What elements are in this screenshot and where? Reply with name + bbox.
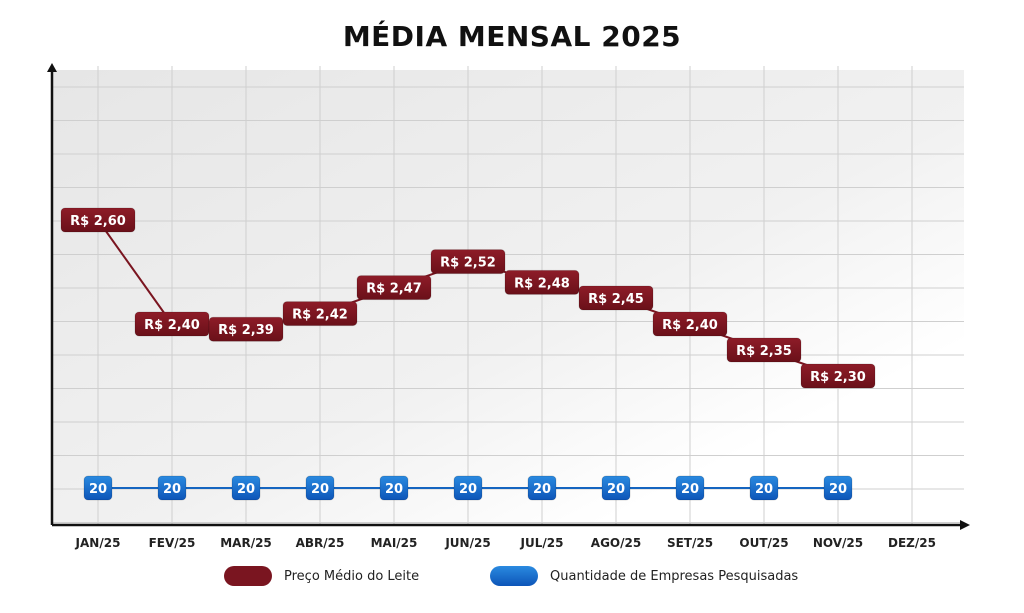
companies-data-label: 20 bbox=[237, 482, 255, 497]
price-label-box bbox=[430, 249, 506, 275]
price-point: R$ 2,45 bbox=[578, 285, 654, 311]
companies-point: 20 bbox=[157, 475, 187, 501]
companies-data-label: 20 bbox=[163, 482, 181, 497]
x-tick-label: SET/25 bbox=[667, 536, 713, 550]
price-label-box bbox=[356, 275, 432, 301]
price-label-box bbox=[60, 207, 136, 233]
price-point: R$ 2,39 bbox=[208, 316, 284, 342]
companies-point: 20 bbox=[231, 475, 261, 501]
price-label-box bbox=[282, 301, 358, 327]
legend-swatch-companies bbox=[490, 566, 538, 586]
companies-data-label: 20 bbox=[755, 482, 773, 497]
x-axis-arrow bbox=[960, 520, 970, 530]
companies-label-box bbox=[305, 475, 335, 501]
x-tick-label: OUT/25 bbox=[739, 536, 788, 550]
companies-data-label: 20 bbox=[311, 482, 329, 497]
price-data-label: R$ 2,48 bbox=[514, 276, 570, 291]
companies-label-box bbox=[601, 475, 631, 501]
companies-point: 20 bbox=[83, 475, 113, 501]
x-tick-label: ABR/25 bbox=[296, 536, 345, 550]
x-tick-label: NOV/25 bbox=[813, 536, 863, 550]
price-label-box bbox=[800, 363, 876, 389]
companies-data-label: 20 bbox=[385, 482, 403, 497]
companies-point: 20 bbox=[305, 475, 335, 501]
line-chart: JAN/25 FEV/25 MAR/25 ABR/25 MAI/25 JUN/25 JUL/… bbox=[47, 63, 970, 550]
price-point: R$ 2,40 bbox=[134, 311, 210, 337]
x-tick-label: JUL/25 bbox=[520, 536, 564, 550]
companies-label-box bbox=[379, 475, 409, 501]
x-tick-label: FEV/25 bbox=[149, 536, 196, 550]
price-data-label: R$ 2,39 bbox=[218, 323, 274, 338]
price-data-label: R$ 2,40 bbox=[144, 318, 200, 333]
grid bbox=[52, 66, 964, 525]
price-point: R$ 2,52 bbox=[430, 249, 506, 275]
companies-label-box bbox=[453, 475, 483, 501]
price-point: R$ 2,60 bbox=[60, 207, 136, 233]
price-point: R$ 2,47 bbox=[356, 275, 432, 301]
y-axis-arrow bbox=[47, 63, 57, 72]
companies-point: 20 bbox=[601, 475, 631, 501]
price-point: R$ 2,30 bbox=[800, 363, 876, 389]
x-tick-label: MAR/25 bbox=[220, 536, 272, 550]
price-point: R$ 2,48 bbox=[504, 269, 580, 295]
companies-data-label: 20 bbox=[829, 482, 847, 497]
price-point: R$ 2,40 bbox=[652, 311, 728, 337]
price-data-label: R$ 2,30 bbox=[810, 370, 866, 385]
legend-item-price: Preço Médio do Leite bbox=[224, 566, 419, 586]
companies-label-box bbox=[749, 475, 779, 501]
companies-label-box bbox=[527, 475, 557, 501]
price-data-label: R$ 2,60 bbox=[70, 214, 126, 229]
x-tick-label: DEZ/25 bbox=[888, 536, 936, 550]
price-data-label: R$ 2,35 bbox=[736, 344, 792, 359]
x-tick-label: MAI/25 bbox=[371, 536, 418, 550]
price-label-box bbox=[652, 311, 728, 337]
price-label-box bbox=[578, 285, 654, 311]
companies-data-label: 20 bbox=[533, 482, 551, 497]
companies-point: 20 bbox=[527, 475, 557, 501]
legend-label-price: Preço Médio do Leite bbox=[284, 568, 420, 584]
companies-point: 20 bbox=[749, 475, 779, 501]
price-data-label: R$ 2,47 bbox=[366, 282, 422, 297]
companies-data-label: 20 bbox=[459, 482, 477, 497]
companies-point: 20 bbox=[675, 475, 705, 501]
companies-point: 20 bbox=[453, 475, 483, 501]
x-tick-label: JUN/25 bbox=[444, 536, 490, 550]
companies-label-box bbox=[231, 475, 261, 501]
legend-item-companies: Quantidade de Empresas Pesquisadas bbox=[490, 566, 798, 586]
companies-label-box bbox=[823, 475, 853, 501]
price-label-box bbox=[208, 316, 284, 342]
companies-point: 20 bbox=[823, 475, 853, 501]
price-data-label: R$ 2,45 bbox=[588, 292, 644, 307]
companies-label-box bbox=[157, 475, 187, 501]
price-label-box bbox=[726, 337, 802, 363]
x-tick-label: AGO/25 bbox=[591, 536, 641, 550]
price-data-label: R$ 2,40 bbox=[662, 318, 718, 333]
price-data-label: R$ 2,52 bbox=[440, 256, 496, 271]
companies-label-box bbox=[675, 475, 705, 501]
price-label-box bbox=[504, 269, 580, 295]
chart-title: MÉDIA MENSAL 2025 bbox=[342, 20, 682, 53]
companies-point: 20 bbox=[379, 475, 409, 501]
axes bbox=[47, 63, 970, 530]
companies-data-label: 20 bbox=[681, 482, 699, 497]
companies-data-label: 20 bbox=[607, 482, 625, 497]
companies-label-box bbox=[83, 475, 113, 501]
companies-data-label: 20 bbox=[89, 482, 107, 497]
x-tick-label: JAN/25 bbox=[75, 536, 121, 550]
legend-label-companies: Quantidade de Empresas Pesquisadas bbox=[550, 568, 799, 584]
plot-background bbox=[52, 70, 964, 525]
price-point: R$ 2,42 bbox=[282, 301, 358, 327]
price-point: R$ 2,35 bbox=[726, 337, 802, 363]
legend-swatch-price bbox=[224, 566, 272, 586]
price-data-label: R$ 2,42 bbox=[292, 308, 348, 323]
